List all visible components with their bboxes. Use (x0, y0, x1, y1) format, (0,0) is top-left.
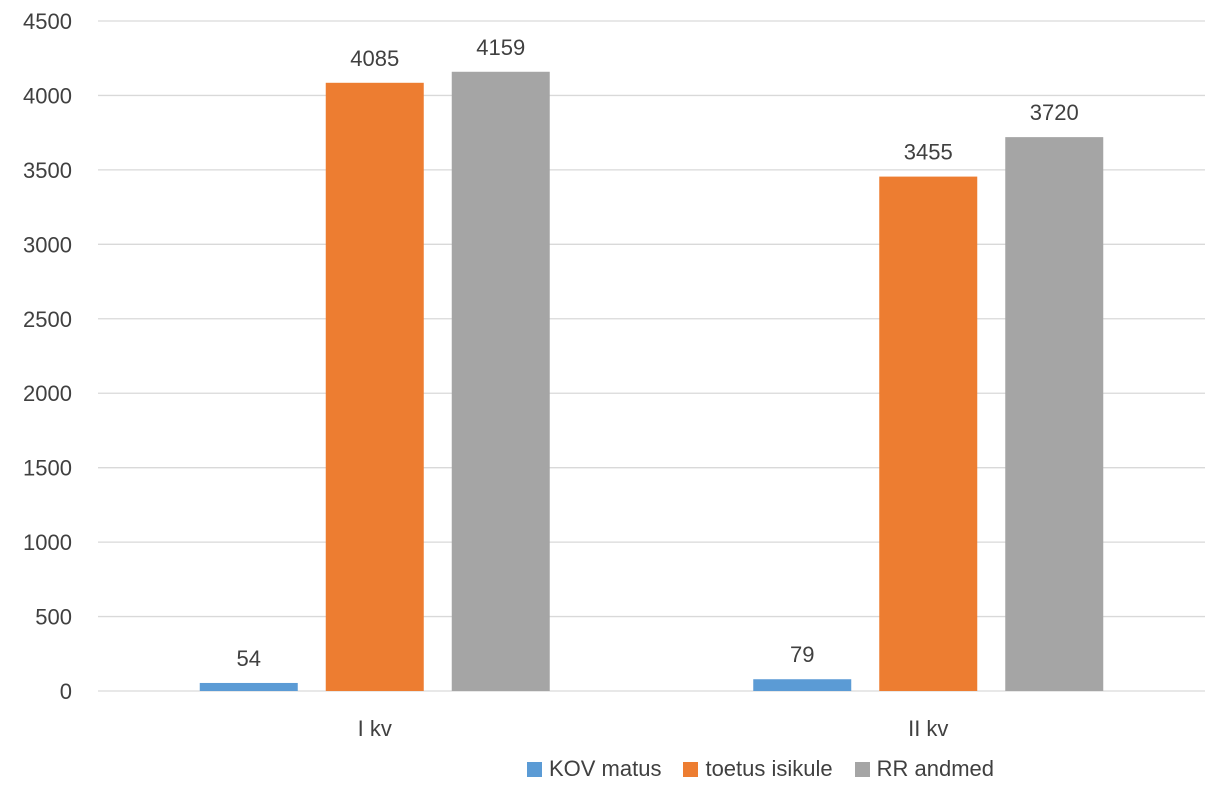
y-tick-label: 1500 (23, 456, 72, 481)
y-axis-tick-labels: 0 500 1000 1500 2000 2500 3000 3500 4000 4500 (23, 9, 72, 704)
legend-item: RR andmed (854, 756, 995, 782)
bar (199, 682, 298, 691)
bar (325, 82, 424, 692)
legend-label: KOV matus (548, 756, 662, 781)
y-tick-label: 4500 (23, 9, 72, 34)
x-tick-label: II kv (908, 716, 948, 741)
legend-label: RR andmed (876, 756, 995, 781)
x-axis-tick-labels: I kv II kv (358, 716, 949, 741)
data-label: 4085 (350, 46, 399, 71)
data-label: 3455 (904, 140, 953, 165)
y-tick-label: 3000 (23, 232, 72, 257)
bar (753, 679, 852, 691)
legend-swatch (526, 761, 542, 777)
bar (879, 176, 978, 692)
bars (199, 71, 1104, 692)
gridlines (98, 20, 1205, 692)
y-tick-label: 0 (60, 679, 72, 704)
y-tick-label: 4000 (23, 83, 72, 108)
legend-item: KOV matus (526, 756, 662, 782)
x-tick-label: I kv (358, 716, 392, 741)
data-label: 4159 (476, 35, 525, 60)
bar (451, 71, 550, 691)
y-tick-label: 3500 (23, 158, 72, 183)
data-label: 79 (790, 642, 814, 667)
y-tick-label: 500 (35, 605, 72, 630)
legend-swatch (854, 761, 870, 777)
y-tick-label: 1000 (23, 530, 72, 555)
legend-item: toetus isikule (683, 756, 833, 782)
data-labels: 54 4085 4159 79 3455 3720 (237, 35, 1079, 671)
bar (1005, 137, 1104, 692)
legend-swatch (683, 761, 699, 777)
y-tick-label: 2000 (23, 381, 72, 406)
legend-label: toetus isikule (705, 756, 833, 781)
data-label: 54 (237, 646, 261, 671)
y-tick-label: 2500 (23, 307, 72, 332)
legend: KOV matus toetus isikule RR andmed (0, 756, 1221, 782)
data-label: 3720 (1030, 100, 1079, 125)
